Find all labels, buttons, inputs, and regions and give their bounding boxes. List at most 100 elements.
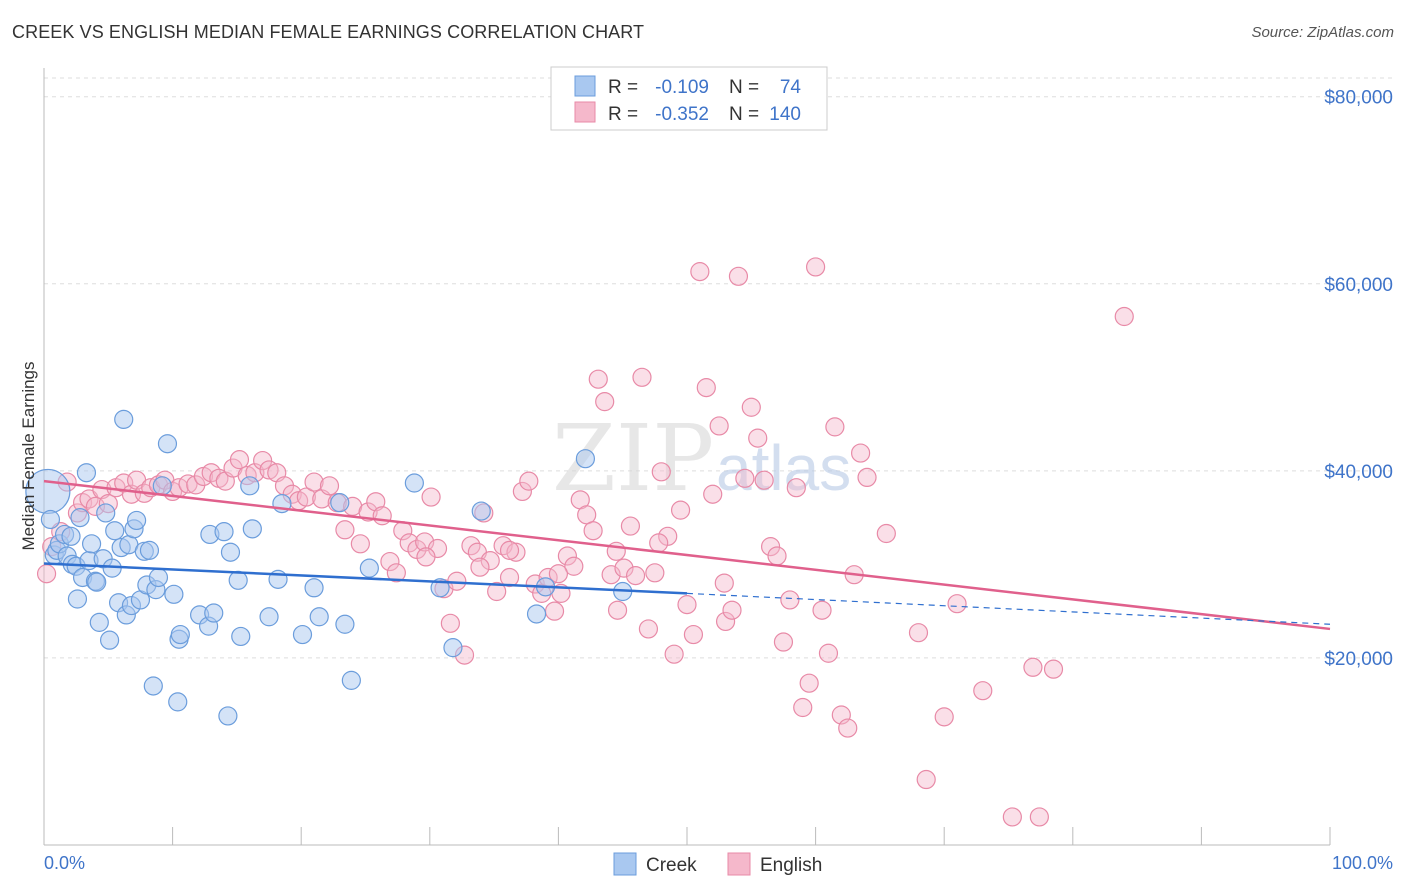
legend-box: R = -0.109 N = 74 R = -0.352 N = 140 <box>550 66 828 131</box>
creek-point-51 <box>220 542 241 562</box>
english-point-44 <box>358 502 378 522</box>
gridlines <box>44 77 1394 659</box>
y-tick-label-2: $60,000 <box>1324 275 1393 296</box>
creek-point-18 <box>89 612 109 632</box>
creek-point-41 <box>164 584 184 604</box>
english-point-126 <box>947 594 967 614</box>
creek-point-39 <box>152 476 172 496</box>
english-point-105 <box>754 470 774 490</box>
english-point-46 <box>372 506 392 526</box>
english-point-103 <box>741 397 761 417</box>
creek-point-64 <box>341 670 361 690</box>
english-point-135 <box>548 564 569 584</box>
y-tick-label-0: $20,000 <box>1324 649 1393 670</box>
english-point-108 <box>773 632 794 652</box>
english-point-36 <box>296 487 316 507</box>
creek-trend-line <box>43 562 688 595</box>
creek-point-10 <box>67 589 88 609</box>
y-tick-label-3: $80,000 <box>1324 88 1393 109</box>
creek-point-15 <box>81 534 102 554</box>
creek-point-50 <box>218 706 238 726</box>
english-point-85 <box>625 566 646 586</box>
creek-point-42 <box>168 692 188 712</box>
english-point-72 <box>544 601 565 621</box>
english-point-112 <box>799 673 819 693</box>
english-point-137 <box>714 573 734 593</box>
english-point-50 <box>399 533 419 553</box>
creek-point-11 <box>70 508 90 528</box>
creek-point-63 <box>335 614 355 634</box>
english-trend-line <box>43 479 1331 631</box>
english-point-66 <box>506 542 526 562</box>
english-point-65 <box>499 567 520 588</box>
bottom-legend-creek-label: Creek <box>646 855 697 876</box>
english-point-133 <box>416 547 436 567</box>
english-point-93 <box>677 595 697 615</box>
english-point-122 <box>876 523 896 544</box>
creek-point-70 <box>526 604 547 624</box>
english-point-110 <box>786 478 806 498</box>
creek-point-31 <box>126 510 147 531</box>
creek-point-35 <box>139 540 160 560</box>
english-point-45 <box>366 492 386 512</box>
english-point-87 <box>638 619 659 639</box>
legend-english-n-value: 140 <box>769 104 801 125</box>
english-point-27 <box>229 450 250 470</box>
x-tick-label-max: 100.0% <box>1332 853 1393 873</box>
watermark-atlas: atlas <box>716 432 851 504</box>
english-point-104 <box>748 428 768 448</box>
english-point-132 <box>1114 306 1134 327</box>
legend-creek-swatch <box>574 75 596 97</box>
english-point-80 <box>595 392 615 412</box>
bottom-legend-english-label: English <box>760 855 822 876</box>
trend-lines <box>43 479 1331 631</box>
english-point-77 <box>577 505 597 525</box>
creek-point-72 <box>575 449 596 469</box>
english-point-116 <box>825 417 845 437</box>
english-point-120 <box>851 443 871 463</box>
creek-point-13 <box>76 463 97 483</box>
y-tick-label-1: $40,000 <box>1324 462 1393 483</box>
english-point-123 <box>908 623 929 643</box>
english-point-6 <box>79 489 99 509</box>
creek-point-62 <box>330 493 350 513</box>
creek-point-40 <box>157 434 178 454</box>
creek-point-26 <box>114 409 134 430</box>
creek-point-56 <box>259 607 279 627</box>
english-point-139 <box>649 533 669 553</box>
english-point-106 <box>760 537 781 557</box>
english-point-86 <box>632 367 652 387</box>
english-point-84 <box>620 516 641 536</box>
legend-creek-n-value: 74 <box>780 77 802 98</box>
creek-point-54 <box>240 476 260 496</box>
english-point-88 <box>645 563 665 583</box>
creek-point-23 <box>105 521 125 541</box>
english-point-68 <box>519 471 539 491</box>
legend-english-swatch <box>574 101 596 123</box>
english-point-67 <box>512 481 532 502</box>
english-point-97 <box>703 484 723 504</box>
english-point-79 <box>588 369 608 389</box>
english-point-138 <box>499 540 520 560</box>
english-point-63 <box>487 581 507 602</box>
creek-point-65 <box>359 558 379 578</box>
creek-point-60 <box>304 578 324 598</box>
english-point-53 <box>421 487 441 507</box>
creek-point-20 <box>96 503 116 523</box>
creek-point-68 <box>443 638 463 658</box>
english-point-89 <box>651 462 671 482</box>
bottom-legend: Creek English <box>613 852 822 876</box>
bottom-legend-creek-swatch <box>613 852 637 876</box>
creek-point-44 <box>170 624 190 645</box>
y-axis-label: Median Female Earnings <box>19 362 38 551</box>
english-point-100 <box>722 600 742 620</box>
creek-point-21 <box>99 630 120 650</box>
creek-point-59 <box>292 624 313 645</box>
english-point-0 <box>36 564 57 584</box>
english-point-56 <box>440 613 460 633</box>
legend-creek-r-label: R = <box>608 77 638 98</box>
english-point-37 <box>304 472 324 492</box>
english-point-91 <box>664 644 684 664</box>
english-point-98 <box>709 416 729 436</box>
english-point-99 <box>715 611 736 632</box>
